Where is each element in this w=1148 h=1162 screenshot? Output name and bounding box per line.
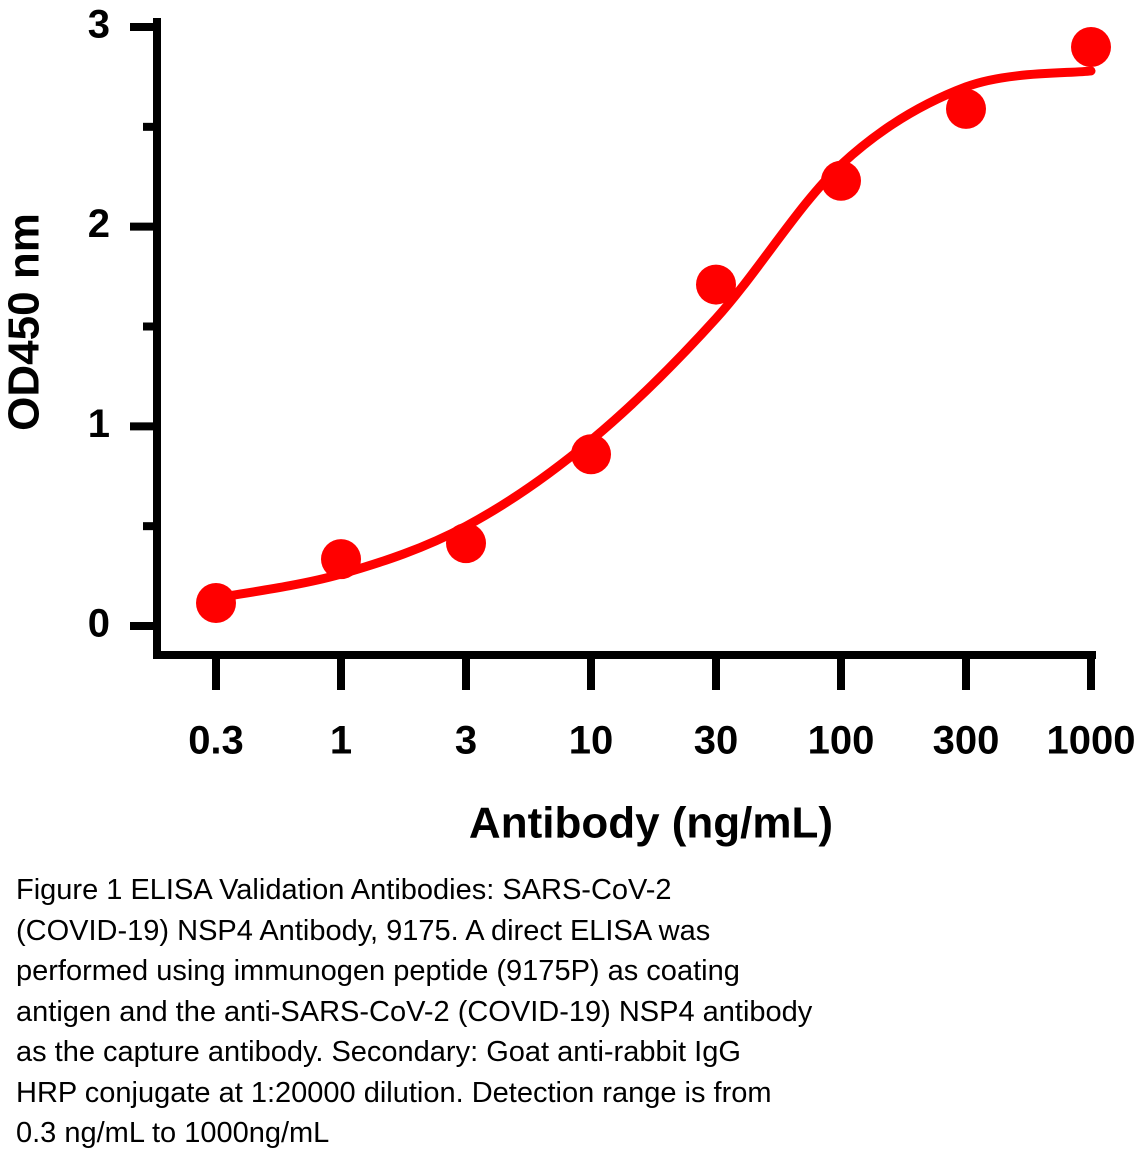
x-tick-label: 10 bbox=[569, 719, 614, 763]
x-tick-label: 1000 bbox=[1047, 719, 1136, 763]
x-tick-label: 0.3 bbox=[188, 719, 244, 763]
x-axis-label: Antibody (ng/mL) bbox=[469, 799, 833, 848]
caption-line: (COVID-19) NSP4 Antibody, 9175. A direct… bbox=[16, 914, 711, 947]
data-point bbox=[696, 264, 736, 305]
x-tick-label: 30 bbox=[694, 719, 739, 763]
caption-line: 0.3 ng/mL to 1000ng/mL bbox=[16, 1117, 330, 1149]
fit-curve bbox=[211, 66, 1096, 603]
data-point bbox=[1071, 26, 1111, 67]
data-point bbox=[946, 88, 986, 129]
chart: Antibody (ng/mL) OD450 nm 0 1 2 3 0.3 1 3 10 30 1… bbox=[0, 3, 1136, 848]
caption-line: HRP conjugate at 1:20000 dilution. Detec… bbox=[16, 1076, 772, 1109]
y-tick-label: 3 bbox=[88, 3, 110, 47]
caption-line: performed using immunogen peptide (9175P… bbox=[16, 955, 740, 987]
data-point bbox=[196, 583, 236, 624]
y-tick-label: 2 bbox=[88, 202, 110, 246]
x-tick-label: 300 bbox=[933, 719, 1000, 763]
caption-line: as the capture antibody. Secondary: Goat… bbox=[16, 1036, 741, 1068]
caption: Figure 1 ELISA Validation Antibodies: SA… bbox=[16, 870, 812, 1154]
caption-line: antigen and the anti-SARS-CoV-2 (COVID-1… bbox=[16, 995, 813, 1028]
x-tick-label: 100 bbox=[808, 719, 875, 763]
x-tick-label: 1 bbox=[330, 719, 352, 763]
caption-line: Figure 1 ELISA Validation Antibodies: SA… bbox=[16, 874, 672, 906]
y-tick-label: 1 bbox=[88, 402, 110, 446]
y-axis-label: OD450 nm bbox=[0, 213, 49, 431]
x-tick-label: 3 bbox=[455, 719, 477, 763]
y-tick-label: 0 bbox=[88, 602, 110, 646]
